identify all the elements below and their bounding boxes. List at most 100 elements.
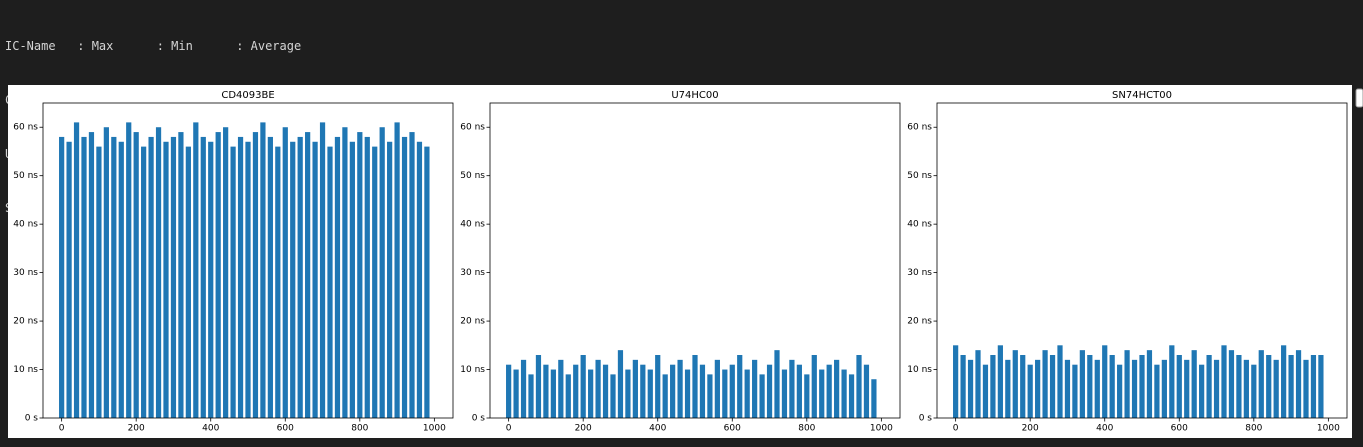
bar — [252, 132, 259, 419]
bar — [364, 136, 370, 418]
bar — [1213, 359, 1220, 418]
x-tick-label: 0 — [59, 424, 65, 434]
x-tick-label: 0 — [506, 424, 512, 434]
y-tick-label: 40 ns — [13, 220, 38, 230]
bar — [1161, 359, 1167, 418]
bar — [1057, 345, 1063, 418]
bar — [260, 122, 266, 418]
bar — [1124, 350, 1130, 418]
bar — [602, 364, 609, 418]
bar — [66, 141, 72, 418]
bar — [796, 364, 802, 418]
bar — [1266, 355, 1272, 418]
bar — [312, 141, 318, 418]
bar — [990, 355, 996, 418]
x-tick-label: 600 — [724, 424, 741, 434]
bar — [752, 359, 758, 418]
bar — [997, 345, 1003, 418]
bar — [1251, 364, 1257, 418]
bar — [1318, 355, 1324, 418]
bar — [103, 127, 109, 418]
bar — [81, 136, 87, 418]
bar — [662, 374, 668, 418]
bar — [1020, 355, 1026, 418]
bar — [394, 122, 400, 418]
bar — [617, 350, 624, 418]
bar — [826, 364, 832, 418]
x-tick-label: 1000 — [423, 424, 446, 434]
bar — [670, 364, 676, 418]
y-tick-label: 60 ns — [460, 123, 485, 133]
bar — [699, 364, 706, 418]
plot-frame — [489, 102, 901, 419]
bar — [245, 141, 251, 418]
y-tick-label: 30 ns — [13, 268, 38, 278]
y-tick-label: 50 ns — [13, 171, 38, 181]
y-tick-label: 60 ns — [13, 123, 38, 133]
y-tick-label: 20 ns — [907, 317, 932, 327]
x-tick-label: 600 — [1171, 424, 1188, 434]
bar — [208, 141, 214, 418]
bar — [573, 364, 579, 418]
bar — [297, 136, 303, 418]
bar — [789, 359, 795, 418]
console-line: IC-Name : Max : Min : Average — [5, 39, 302, 53]
bar — [155, 127, 162, 418]
bar — [1131, 359, 1138, 418]
bar — [305, 132, 311, 419]
bar — [766, 364, 773, 418]
bar — [506, 364, 512, 418]
bar — [1199, 364, 1205, 418]
bar — [1154, 364, 1160, 418]
bar — [379, 127, 385, 418]
bar — [327, 146, 333, 418]
scroll-handle[interactable] — [1355, 88, 1363, 108]
bar — [1310, 355, 1317, 418]
bar — [237, 136, 244, 418]
y-tick-label: 10 ns — [13, 365, 38, 375]
bar — [543, 364, 549, 418]
bar — [640, 364, 646, 418]
bar — [1221, 345, 1227, 418]
bar — [871, 379, 877, 418]
y-tick-label: 10 ns — [907, 365, 932, 375]
bar — [88, 132, 95, 419]
y-tick-label: 40 ns — [907, 220, 932, 230]
bar — [759, 374, 765, 418]
y-tick-label: 20 ns — [13, 317, 38, 327]
bar — [834, 359, 840, 418]
bar — [334, 136, 341, 418]
bar — [1184, 359, 1190, 418]
x-tick-label: 400 — [202, 424, 219, 434]
bar — [163, 141, 169, 418]
bar — [185, 146, 191, 418]
y-tick-label: 60 ns — [907, 123, 932, 133]
bar — [1295, 350, 1302, 418]
y-tick-label: 0 s — [472, 414, 486, 424]
bar — [1035, 359, 1041, 418]
bar — [863, 364, 870, 418]
bar — [96, 146, 102, 418]
x-tick-label: 800 — [1245, 424, 1262, 434]
bar — [275, 146, 281, 418]
bar — [1079, 350, 1085, 418]
x-tick-label: 800 — [798, 424, 815, 434]
x-tick-label: 200 — [575, 424, 592, 434]
bar — [565, 374, 571, 418]
bar — [1005, 359, 1011, 418]
bar — [1146, 350, 1153, 418]
bar — [1027, 364, 1033, 418]
bar — [357, 132, 363, 419]
bar — [744, 369, 750, 418]
y-tick-label: 0 s — [25, 414, 39, 424]
bar — [230, 146, 236, 418]
bar — [1087, 355, 1093, 418]
bar — [647, 369, 653, 418]
bar — [737, 355, 743, 418]
bar — [372, 146, 378, 418]
chart-title: U74HC00 — [671, 90, 718, 101]
bar — [841, 369, 847, 418]
bar — [655, 355, 661, 418]
bar — [1012, 350, 1018, 418]
bar — [267, 136, 273, 418]
